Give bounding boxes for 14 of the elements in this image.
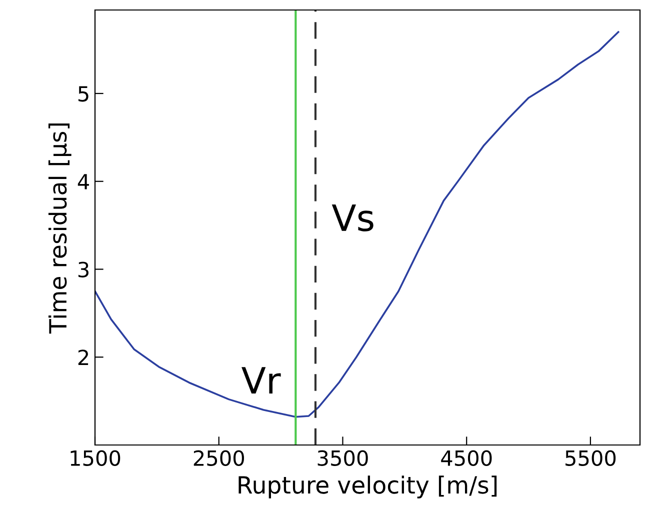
x-tick-label: 2500	[194, 450, 244, 466]
x-tick-label: 4500	[441, 450, 492, 466]
x-tick-label: 5500	[566, 450, 616, 466]
y-tick-label: 3	[78, 262, 88, 278]
x-tick-label: 1500	[70, 450, 120, 466]
x-axis-title: Rupture velocity [m/s]	[238, 476, 497, 498]
y-axis-title: Time residual [µs]	[48, 123, 72, 334]
line-series	[95, 31, 620, 418]
y-tick-label: 2	[78, 350, 88, 366]
y-tick-label: 5	[78, 86, 88, 102]
y-tick-label: 4	[78, 174, 89, 190]
ref-line-label: Vr	[242, 367, 281, 394]
ref-line-label: Vs	[332, 204, 374, 232]
x-tick-label: 3500	[318, 450, 368, 466]
